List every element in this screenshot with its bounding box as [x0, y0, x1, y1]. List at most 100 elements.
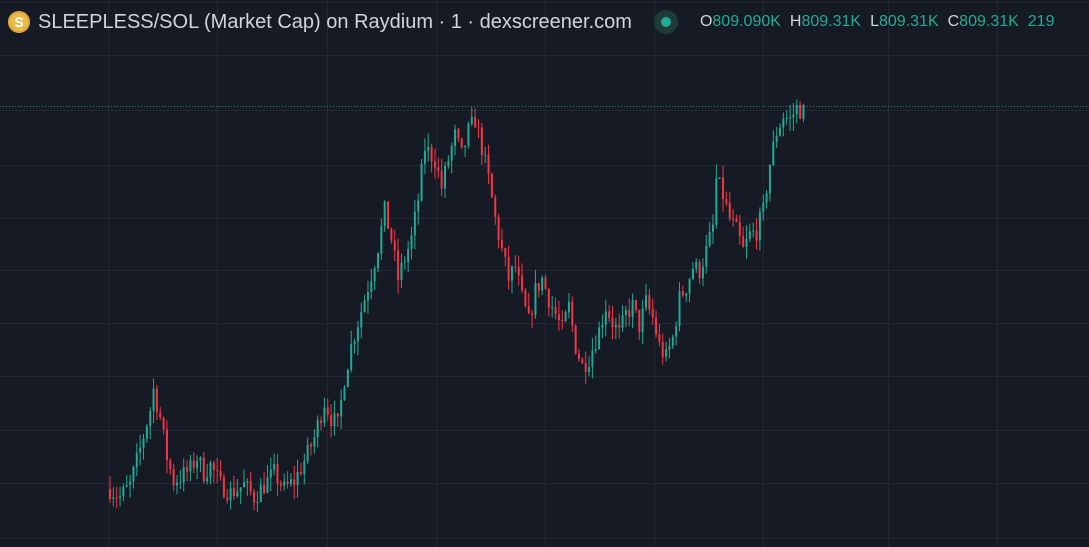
candle-body: [176, 482, 178, 486]
candle-body: [440, 170, 443, 189]
candle-body: [561, 320, 564, 322]
candle-body: [524, 290, 527, 307]
candle-body: [638, 309, 641, 333]
candle-body: [658, 334, 661, 343]
candle-body: [346, 369, 349, 388]
candle-body: [279, 483, 282, 486]
candle-body: [517, 266, 520, 276]
candle-body: [162, 417, 165, 430]
candle-body: [209, 462, 212, 478]
candle-body: [598, 327, 601, 350]
ohlc-value: 809.31K: [879, 13, 939, 30]
candle-body: [695, 261, 698, 269]
candle-body: [752, 230, 755, 232]
candle-body: [343, 387, 346, 400]
candle-body: [413, 211, 416, 236]
candle-body: [748, 231, 751, 239]
candle-body: [417, 200, 420, 212]
candle-body: [149, 411, 152, 427]
candle-body: [152, 388, 155, 412]
candle-body: [212, 462, 215, 471]
candle-body: [611, 317, 614, 328]
candle-body: [464, 145, 467, 148]
candle-body: [728, 202, 731, 219]
candle-body: [286, 481, 289, 485]
candle-body: [115, 497, 118, 499]
candle-body: [169, 460, 172, 469]
candle-body: [370, 281, 373, 292]
candle-body: [420, 164, 423, 201]
candle-body: [296, 471, 299, 485]
candle-body: [246, 481, 249, 483]
candle-body: [795, 104, 798, 115]
candle-body: [494, 197, 497, 217]
candle-body: [330, 414, 333, 427]
candle-body: [792, 114, 795, 118]
candle-body: [742, 236, 745, 248]
candle-body: [779, 127, 781, 136]
candle-body: [514, 266, 517, 268]
candle-body: [132, 467, 135, 482]
candle-body: [159, 412, 162, 418]
candle-body: [196, 460, 199, 469]
candle-body: [718, 177, 721, 179]
candle-body: [236, 491, 239, 497]
ohlc-item: L809.31K: [870, 13, 939, 31]
ohlc-value: 219: [1027, 13, 1055, 30]
candle-body: [768, 164, 771, 194]
candle-body: [457, 129, 460, 139]
candle-body: [705, 245, 708, 267]
candle-body: [356, 327, 359, 342]
market-open-dot-icon: [660, 17, 671, 27]
candle-body: [450, 145, 453, 161]
candle-body: [155, 388, 158, 413]
candle-body: [363, 300, 366, 312]
ohlc-key: O: [699, 13, 713, 30]
candle-body: [165, 429, 168, 461]
candle-body: [249, 481, 252, 492]
ohlc-key: H: [789, 13, 802, 30]
candle-body: [112, 497, 115, 499]
ohlc-value: 809.090K: [712, 13, 781, 30]
symbol-title[interactable]: SLEEPLESS/SOL (Market Cap) on Raydium · …: [38, 10, 632, 33]
candle-body: [775, 135, 778, 143]
candle-body: [551, 307, 554, 309]
candle-body: [701, 266, 704, 279]
candle-body: [554, 307, 557, 315]
ohlc-value: 809.31K: [801, 13, 862, 30]
candle-body: [373, 268, 376, 282]
candle-body: [490, 173, 493, 198]
candle-body: [222, 476, 225, 498]
candle-body: [564, 312, 567, 322]
candle-body: [474, 116, 477, 128]
candle-body: [631, 300, 634, 318]
candle-body: [628, 310, 631, 318]
candle-body: [336, 413, 339, 417]
candle-body: [557, 314, 560, 321]
candle-body: [460, 138, 463, 148]
candle-body: [722, 177, 725, 200]
candle-body: [232, 488, 235, 497]
candle-body: [655, 317, 658, 335]
candle-body: [621, 314, 624, 328]
candle-body: [578, 353, 580, 359]
candle-body: [216, 470, 219, 472]
candle-body: [681, 291, 684, 296]
candle-body: [484, 154, 487, 156]
candle-body: [511, 266, 513, 281]
market-status-indicator[interactable]: [653, 10, 678, 34]
candle-body: [738, 222, 741, 237]
candle-body: [581, 358, 584, 364]
candle-body: [269, 469, 272, 478]
candle-body: [645, 295, 647, 309]
candle-body: [534, 283, 537, 315]
candle-body: [789, 117, 792, 119]
candle-body: [380, 226, 383, 254]
candle-body: [782, 118, 785, 128]
candle-body: [500, 239, 503, 249]
candle-body: [447, 160, 450, 167]
candle-body: [383, 201, 386, 227]
candle-body: [665, 349, 668, 357]
